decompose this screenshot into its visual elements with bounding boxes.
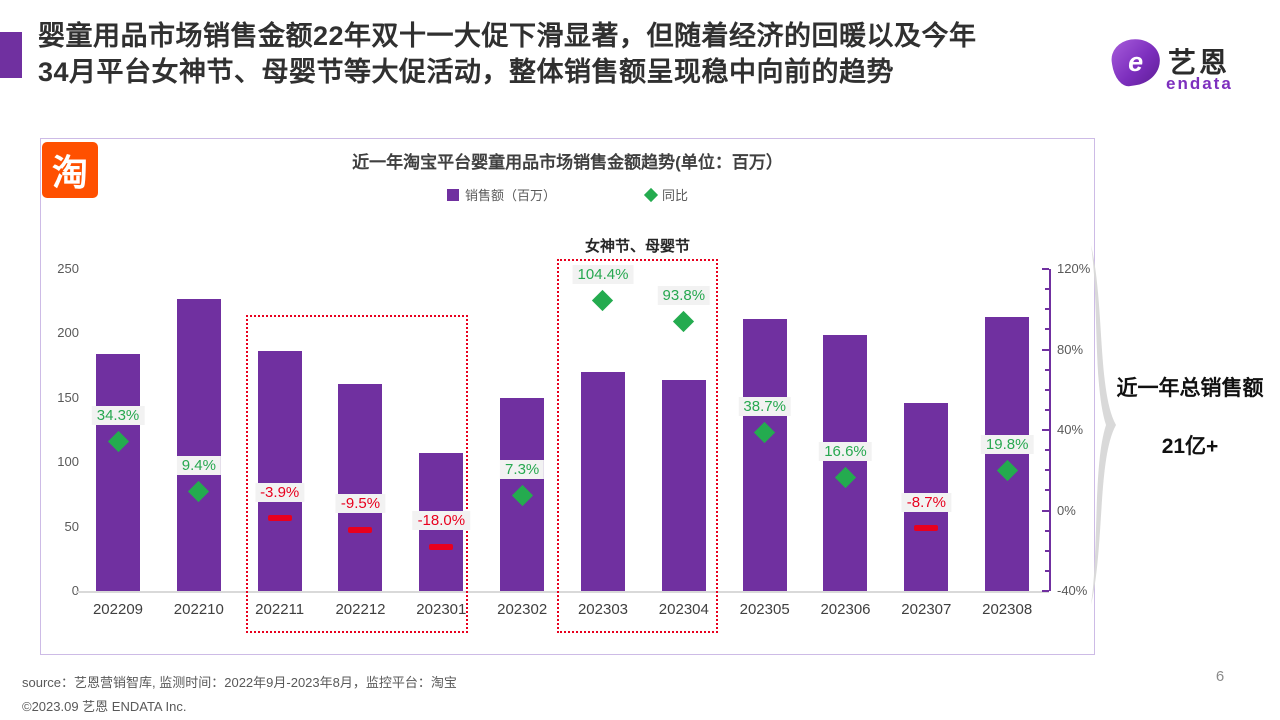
- bar: [742, 319, 787, 591]
- bar: [661, 379, 706, 591]
- left-axis-tick-label: 0: [47, 583, 79, 598]
- endata-brand-en: endata: [1166, 74, 1233, 93]
- x-tick-label: 202212: [335, 601, 386, 618]
- yoy-value-label: 7.3%: [500, 460, 545, 480]
- right-axis-tick: [1045, 408, 1049, 411]
- x-tick-label: 202304: [658, 601, 709, 618]
- yoy-value-label: 19.8%: [980, 435, 1034, 455]
- side-note-line1: 近一年总销售额: [1116, 377, 1264, 400]
- right-axis-tick: [1045, 449, 1049, 452]
- right-axis-tick: [1045, 308, 1049, 311]
- festival-annotation: 女神节、母婴节: [584, 238, 690, 255]
- left-axis-tick-label: 200: [57, 325, 79, 341]
- right-axis-tick: [1045, 388, 1049, 391]
- endata-brand-cn: 艺恩: [1168, 47, 1231, 78]
- x-tick-label: 202302: [497, 601, 548, 618]
- right-axis-tick-label: -40%: [1057, 583, 1088, 598]
- x-tick-label: 202307: [901, 601, 952, 618]
- yoy-negative-marker: [429, 543, 454, 550]
- yoy-value-label: -18.0%: [412, 511, 471, 531]
- yoy-value-label: 16.6%: [819, 441, 872, 461]
- yoy-negative-marker: [267, 515, 292, 522]
- yoy-value-label: 93.8%: [657, 286, 711, 306]
- highlight-box-2: [557, 259, 718, 633]
- x-tick-label: 202210: [173, 601, 224, 618]
- right-axis-tick: [1045, 569, 1049, 572]
- right-axis-tick: [1045, 469, 1049, 472]
- x-tick-label: 202306: [820, 601, 871, 618]
- page-title-line1: 婴童用品市场销售金额22年双十一大促下滑显著，但随着经济的回暖以及今年: [38, 21, 977, 51]
- source-note: source：艺恩营销智库, 监测时间：2022年9月-2023年8月，监控平台…: [22, 675, 457, 690]
- endata-logo-icon: e: [1109, 35, 1163, 89]
- x-tick-label: 202211: [255, 601, 305, 618]
- right-axis-tick: [1045, 368, 1049, 371]
- right-axis-line: [1049, 269, 1051, 591]
- right-axis-tick: [1045, 549, 1049, 552]
- yoy-value-label: 38.7%: [738, 397, 791, 417]
- right-axis-tick: [1042, 268, 1049, 270]
- x-tick-label: 202301: [416, 601, 467, 618]
- right-axis-tick-label: 40%: [1057, 422, 1084, 437]
- bar: [96, 354, 140, 591]
- endata-logo-letter: e: [1128, 46, 1144, 77]
- x-tick-label: 202308: [982, 601, 1033, 618]
- plot-area: 0 50 100 150 200 250 202209 202210 202211 202212 2…: [41, 139, 1096, 656]
- yoy-negative-marker: [914, 525, 939, 531]
- side-note: 近一年总销售额 21亿+: [1100, 372, 1280, 460]
- taobao-icon: 淘: [42, 142, 98, 198]
- chart-legend: 销售额（百万） 同比: [41, 185, 1094, 204]
- left-axis-tick-label: 50: [64, 518, 79, 534]
- chart-panel: 淘 近一年淘宝平台婴童用品市场销售金额趋势(单位：百万） 销售额（百万） 同比 …: [40, 138, 1095, 655]
- bar: [823, 334, 868, 591]
- x-tick-label: 202305: [739, 601, 790, 618]
- right-axis-tick: [1042, 590, 1049, 592]
- right-axis-tick: [1045, 328, 1049, 331]
- page-number: 6: [1215, 668, 1225, 685]
- page-title-line2: 34月平台女神节、母婴节等大促活动，整体销售额呈现稳中向前的趋势: [38, 57, 895, 87]
- right-axis-tick-label: 0%: [1057, 502, 1076, 518]
- x-tick-label: 202303: [577, 601, 629, 618]
- yoy-value-label: 34.3%: [91, 405, 145, 425]
- right-axis-tick: [1045, 288, 1049, 291]
- left-axis-tick-label: 100: [57, 454, 79, 470]
- square-icon: [446, 188, 459, 201]
- yoy-value-label: -8.7%: [901, 492, 951, 512]
- right-axis-tick-label: 120%: [1057, 261, 1091, 276]
- brace-shape: [1091, 245, 1116, 605]
- bar: [338, 383, 383, 591]
- endata-logo: e 艺恩 endata: [1109, 35, 1272, 106]
- page-title: 婴童用品市场销售金额22年双十一大促下滑显著，但随着经济的回暖以及今年 34月平…: [38, 18, 1143, 90]
- bar: [257, 351, 302, 591]
- side-note-line2: 21亿+: [1161, 435, 1219, 458]
- legend-item-yoy: 同比: [643, 185, 689, 204]
- title-accent-bar: [0, 32, 22, 78]
- highlight-box-1: [246, 315, 468, 633]
- left-axis-tick-label: 250: [57, 261, 79, 276]
- left-axis-tick-label: 150: [57, 389, 79, 405]
- bar: [580, 372, 625, 591]
- chart-title: 近一年淘宝平台婴童用品市场销售金额趋势(单位：百万）: [352, 153, 783, 172]
- yoy-value-label: -9.5%: [335, 494, 386, 514]
- right-axis-tick: [1045, 529, 1049, 532]
- yoy-value-label: 104.4%: [572, 264, 634, 284]
- right-axis-tick: [1045, 489, 1049, 492]
- yoy-value-label: -3.9%: [255, 482, 305, 502]
- copyright-note: ©2023.09 艺恩 ENDATA Inc.: [22, 699, 187, 714]
- right-axis-tick: [1042, 429, 1049, 431]
- bar: [176, 298, 221, 591]
- taobao-icon-glyph: 淘: [51, 152, 88, 193]
- right-axis-tick-label: 80%: [1057, 341, 1084, 357]
- legend-label-sales: 销售额（百万）: [464, 188, 556, 203]
- right-axis-tick: [1042, 509, 1049, 512]
- legend-item-sales: 销售额（百万）: [446, 185, 556, 204]
- right-axis-tick: [1042, 348, 1049, 351]
- x-axis-line: [76, 591, 1049, 593]
- legend-label-yoy: 同比: [662, 188, 689, 203]
- yoy-negative-marker: [348, 526, 373, 533]
- yoy-value-label: 9.4%: [176, 456, 221, 476]
- x-tick-label: 202209: [92, 601, 144, 618]
